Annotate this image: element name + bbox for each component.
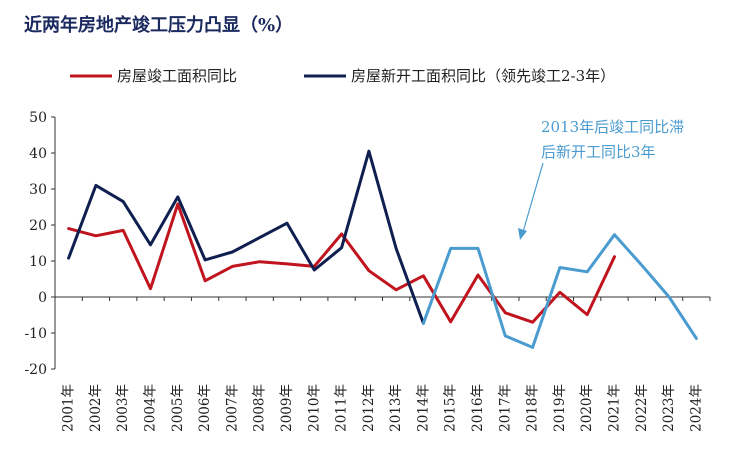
x-tick-label: 2020年 bbox=[579, 384, 595, 432]
y-tick-label: 0 bbox=[38, 290, 47, 306]
annotation-line-2: 后新开工同比3年 bbox=[541, 143, 656, 161]
x-tick-label: 2007年 bbox=[224, 384, 240, 432]
y-axis: -20 -10 0 10 20 30 40 50 bbox=[24, 110, 56, 378]
series-line-completion bbox=[67, 202, 616, 324]
x-tick-label: 2024年 bbox=[688, 384, 704, 432]
annotation-arrow-head bbox=[518, 228, 527, 240]
legend-label-completion: 房屋竣工面积同比 bbox=[117, 67, 237, 85]
x-tick-label: 2008年 bbox=[252, 384, 268, 432]
y-tick-label: -20 bbox=[24, 362, 47, 378]
x-tick-label: 2005年 bbox=[170, 384, 186, 432]
series-line-new-starts bbox=[67, 149, 425, 325]
x-tick-label: 2018年 bbox=[525, 384, 541, 432]
annotation: 2013年后竣工同比滞 后新开工同比3年 bbox=[518, 118, 684, 240]
x-tick-label: 2022年 bbox=[634, 384, 650, 432]
x-tick-label: 2011年 bbox=[334, 384, 350, 432]
x-axis: 2001年 2002年 2003年 2004年 2005年 2006年 2007年 2008年… bbox=[55, 296, 711, 432]
x-tick-label: 2017年 bbox=[497, 384, 513, 432]
legend: 房屋竣工面积同比 房屋新开工面积同比（领先竣工2-3年） bbox=[70, 67, 615, 85]
x-tick-label: 2016年 bbox=[470, 384, 486, 432]
x-tick-label: 2009年 bbox=[279, 384, 295, 432]
x-tick-label: 2014年 bbox=[415, 384, 431, 432]
y-tick-label: -10 bbox=[24, 326, 47, 342]
x-tick-label: 2002年 bbox=[88, 384, 104, 432]
series-line-new-starts-shifted bbox=[421, 233, 698, 349]
plot-area bbox=[67, 149, 698, 349]
x-tick-label: 2015年 bbox=[443, 384, 459, 432]
y-tick-label: 20 bbox=[29, 218, 47, 234]
annotation-arrow-shaft bbox=[522, 162, 544, 233]
y-tick-label: 40 bbox=[29, 146, 47, 162]
annotation-line-1: 2013年后竣工同比滞 bbox=[541, 118, 684, 136]
x-tick-label: 2010年 bbox=[306, 384, 322, 432]
x-tick-label: 2006年 bbox=[197, 384, 213, 432]
x-tick-label: 2023年 bbox=[661, 384, 677, 432]
y-tick-label: 50 bbox=[29, 110, 47, 126]
x-tick-label: 2012年 bbox=[361, 384, 377, 432]
x-tick-label: 2013年 bbox=[388, 384, 404, 432]
x-tick-label: 2003年 bbox=[115, 384, 131, 432]
x-tick-label: 2021年 bbox=[606, 384, 622, 432]
x-tick-label: 2019年 bbox=[552, 384, 568, 432]
y-tick-label: 10 bbox=[29, 254, 47, 270]
chart-title: 近两年房地产竣工压力凸显（%） bbox=[24, 14, 293, 36]
y-tick-label: 30 bbox=[29, 182, 47, 198]
x-tick-label: 2001年 bbox=[61, 384, 77, 432]
x-tick-label: 2004年 bbox=[143, 384, 159, 432]
legend-label-new-starts: 房屋新开工面积同比（领先竣工2-3年） bbox=[351, 67, 615, 85]
